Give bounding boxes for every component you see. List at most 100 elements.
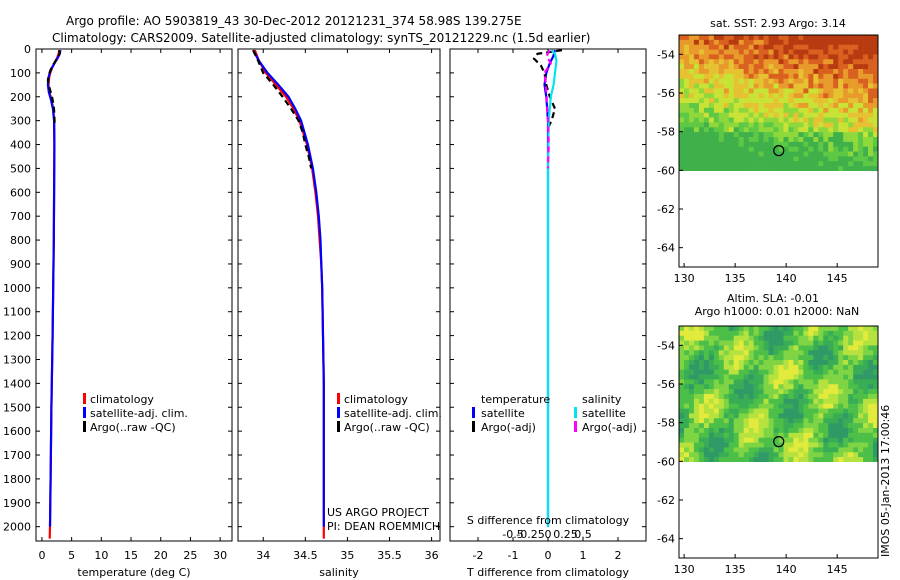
sst-cell: [868, 166, 874, 171]
sla-cell: [808, 394, 814, 400]
sst-cell: [833, 78, 839, 84]
sst-cell: [748, 54, 754, 60]
sst-cell: [863, 69, 869, 75]
sla-cell: [733, 403, 739, 409]
sla-cell: [693, 345, 700, 351]
sst-cell: [703, 98, 710, 104]
sst-cell: [718, 49, 725, 55]
sst-cell: [853, 117, 859, 123]
sst-cell: [738, 112, 744, 118]
sst-cell: [818, 54, 824, 60]
sst-cell: [753, 64, 759, 70]
sla-cell: [833, 408, 839, 414]
sla-cell: [679, 447, 685, 453]
sst-cell: [843, 54, 849, 60]
sla-cell: [798, 335, 804, 341]
sla-cell: [733, 335, 739, 341]
sla-cell: [828, 326, 834, 332]
sst-cell: [843, 35, 849, 41]
sla-cell: [768, 355, 774, 361]
sla-cell: [703, 442, 710, 448]
sla-cell: [823, 452, 829, 458]
sst-cell: [838, 78, 844, 84]
sla-cell: [818, 423, 824, 429]
sst-cell: [873, 78, 878, 84]
sst-cell: [858, 49, 864, 55]
sst-cell: [813, 98, 819, 104]
sla-cell: [803, 413, 809, 419]
sst-cell: [683, 151, 690, 157]
sst-cell: [773, 166, 779, 171]
sla-cell: [718, 437, 725, 443]
sla-cell: [793, 379, 799, 385]
sla-cell: [848, 326, 854, 332]
sla-cell: [753, 374, 759, 380]
sla-cell: [843, 432, 849, 439]
sla-cell: [733, 389, 739, 395]
sla-cell: [768, 394, 774, 400]
sst-cell: [818, 93, 824, 99]
sla-cell: [738, 428, 744, 434]
sst-cell: [783, 98, 789, 104]
sst-cell: [768, 83, 774, 89]
sla-cell: [693, 360, 700, 366]
sst-cell: [718, 59, 725, 65]
sla-cell: [863, 360, 869, 366]
sla-cell: [863, 340, 869, 346]
sst-cell: [698, 103, 705, 109]
x-tick-label: 0: [545, 549, 552, 562]
sla-cell: [733, 457, 739, 462]
sst-cell: [723, 49, 730, 55]
sla-cell: [748, 408, 754, 414]
sst-cell: [783, 146, 789, 152]
sla-cell: [823, 345, 829, 351]
sla-cell: [698, 423, 705, 429]
sla-cell: [793, 418, 799, 424]
sst-cell: [728, 161, 735, 167]
sst-cell: [833, 64, 839, 70]
sst-cell: [743, 44, 749, 50]
sst-cell: [868, 78, 874, 84]
sst-cell: [798, 127, 804, 133]
sla-cell: [793, 423, 799, 429]
sla-cell: [763, 423, 769, 429]
sst-cell: [703, 93, 710, 99]
sst-cell: [788, 49, 794, 55]
sst-cell: [823, 49, 829, 55]
sst-cell: [708, 156, 715, 162]
sla-cell: [778, 350, 784, 356]
sst-cell: [853, 122, 859, 128]
sla-cell: [688, 360, 695, 366]
sst-cell: [683, 103, 690, 109]
sla-cell: [828, 403, 834, 409]
sst-cell: [718, 117, 725, 123]
legend-swatch-t-argo: [472, 421, 475, 432]
sla-cell: [783, 394, 789, 400]
sla-cell: [783, 360, 789, 366]
sst-cell: [698, 161, 705, 167]
sst-cell: [743, 112, 749, 118]
sst-cell: [679, 107, 685, 114]
sla-cell: [873, 418, 878, 424]
sst-cell: [758, 127, 764, 133]
sla-cell: [688, 398, 695, 405]
sst-cell: [843, 146, 849, 152]
sla-cell: [853, 437, 859, 443]
sla-cell: [708, 413, 715, 419]
sst-cell: [778, 64, 784, 70]
sst-cell: [848, 156, 854, 162]
sst-cell: [863, 137, 869, 143]
sst-cell: [798, 156, 804, 162]
legend-swatch-satellite: [83, 407, 86, 418]
sla-cell: [773, 364, 779, 371]
sst-cell: [688, 161, 695, 167]
sla-cell: [863, 452, 869, 458]
sst-cell: [858, 127, 864, 133]
sst-cell: [868, 59, 874, 65]
sla-cell: [788, 398, 794, 405]
sst-cell: [868, 156, 874, 162]
sst-cell: [843, 166, 849, 171]
sla-cell: [873, 432, 878, 439]
sst-cell: [748, 161, 754, 167]
sla-cell: [703, 457, 710, 462]
